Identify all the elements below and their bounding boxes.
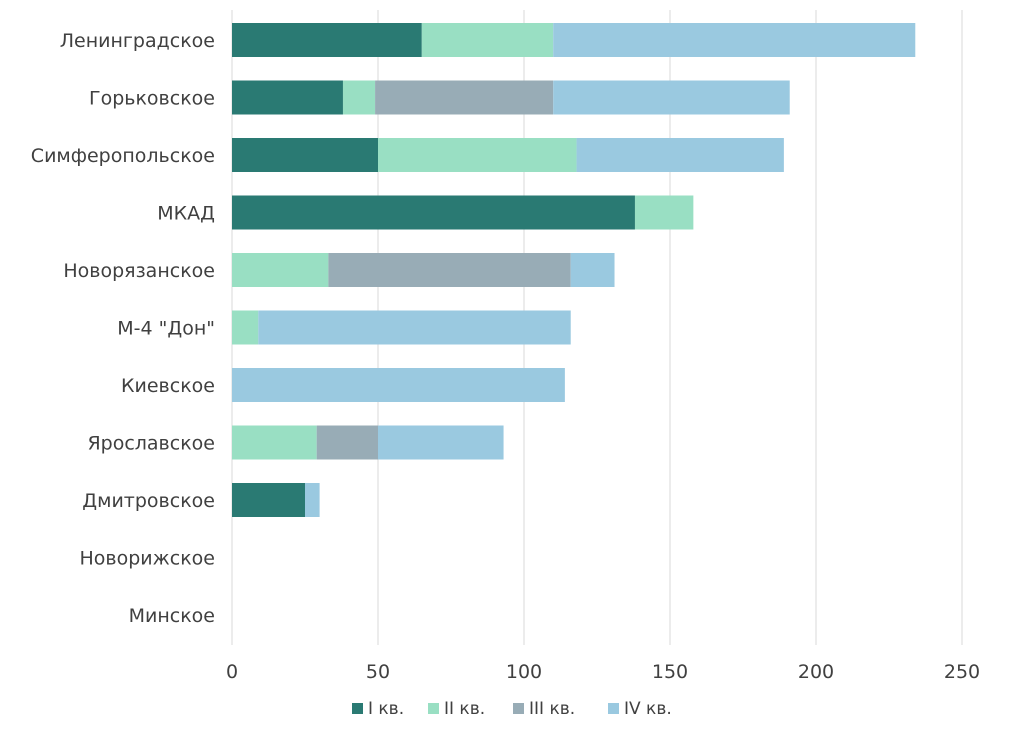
x-tick-label: 0 bbox=[226, 661, 238, 683]
bar-segment bbox=[634, 195, 694, 230]
category-label: Киевское bbox=[121, 375, 215, 397]
x-tick-label: 150 bbox=[652, 661, 688, 683]
x-tick-label: 100 bbox=[506, 661, 542, 683]
bar-segment bbox=[570, 253, 615, 287]
legend-label: III кв. bbox=[529, 699, 575, 719]
bar-segment bbox=[232, 425, 317, 460]
category-label: Новорязанское bbox=[63, 260, 215, 282]
legend-swatch bbox=[352, 703, 363, 714]
bar-segment bbox=[232, 310, 259, 345]
bar-segment bbox=[378, 138, 577, 172]
category-labels: Ленинградское Горьковское Симферопольское М… bbox=[31, 30, 215, 627]
bar-segment bbox=[232, 138, 378, 172]
bar-segment bbox=[232, 195, 635, 230]
legend-swatch bbox=[428, 703, 439, 714]
category-label: Ленинградское bbox=[60, 30, 215, 52]
x-tick-label: 200 bbox=[798, 661, 834, 683]
bar-segment bbox=[342, 80, 376, 115]
bar-segment bbox=[576, 138, 784, 172]
category-label: Симферопольское bbox=[31, 145, 215, 167]
x-tick-label: 250 bbox=[944, 661, 980, 683]
bar-segment bbox=[378, 425, 504, 460]
legend-swatch bbox=[513, 703, 524, 714]
legend-label: II кв. bbox=[444, 699, 485, 719]
bar-segment bbox=[328, 253, 571, 287]
x-axis-ticks: 0 50 100 150 200 250 bbox=[226, 661, 980, 683]
bar-segment bbox=[553, 23, 916, 57]
bar-segment bbox=[316, 425, 378, 460]
legend-label: IV кв. bbox=[624, 699, 672, 719]
category-label: Дмитровское bbox=[82, 490, 215, 512]
bar-segment bbox=[305, 483, 320, 517]
legend: I кв. II кв. III кв. IV кв. bbox=[352, 699, 672, 719]
bars bbox=[232, 23, 916, 517]
category-label: Ярославское bbox=[87, 433, 215, 455]
category-label: М-4 "Дон" bbox=[117, 318, 215, 340]
bar-segment bbox=[232, 23, 422, 57]
bar-segment bbox=[258, 310, 571, 345]
bar-segment bbox=[553, 80, 790, 115]
category-label: Минское bbox=[129, 605, 215, 627]
bar-segment bbox=[232, 253, 329, 287]
legend-label: I кв. bbox=[368, 699, 404, 719]
bar-segment bbox=[232, 368, 565, 402]
legend-swatch bbox=[608, 703, 619, 714]
bar-segment bbox=[232, 483, 305, 517]
bar-segment bbox=[375, 80, 554, 115]
category-label: Новорижское bbox=[80, 548, 216, 570]
x-tick-label: 50 bbox=[366, 661, 390, 683]
category-label: МКАД bbox=[157, 203, 215, 225]
bar-segment bbox=[421, 23, 554, 57]
category-label: Горьковское bbox=[89, 88, 215, 110]
bar-segment bbox=[232, 80, 343, 115]
